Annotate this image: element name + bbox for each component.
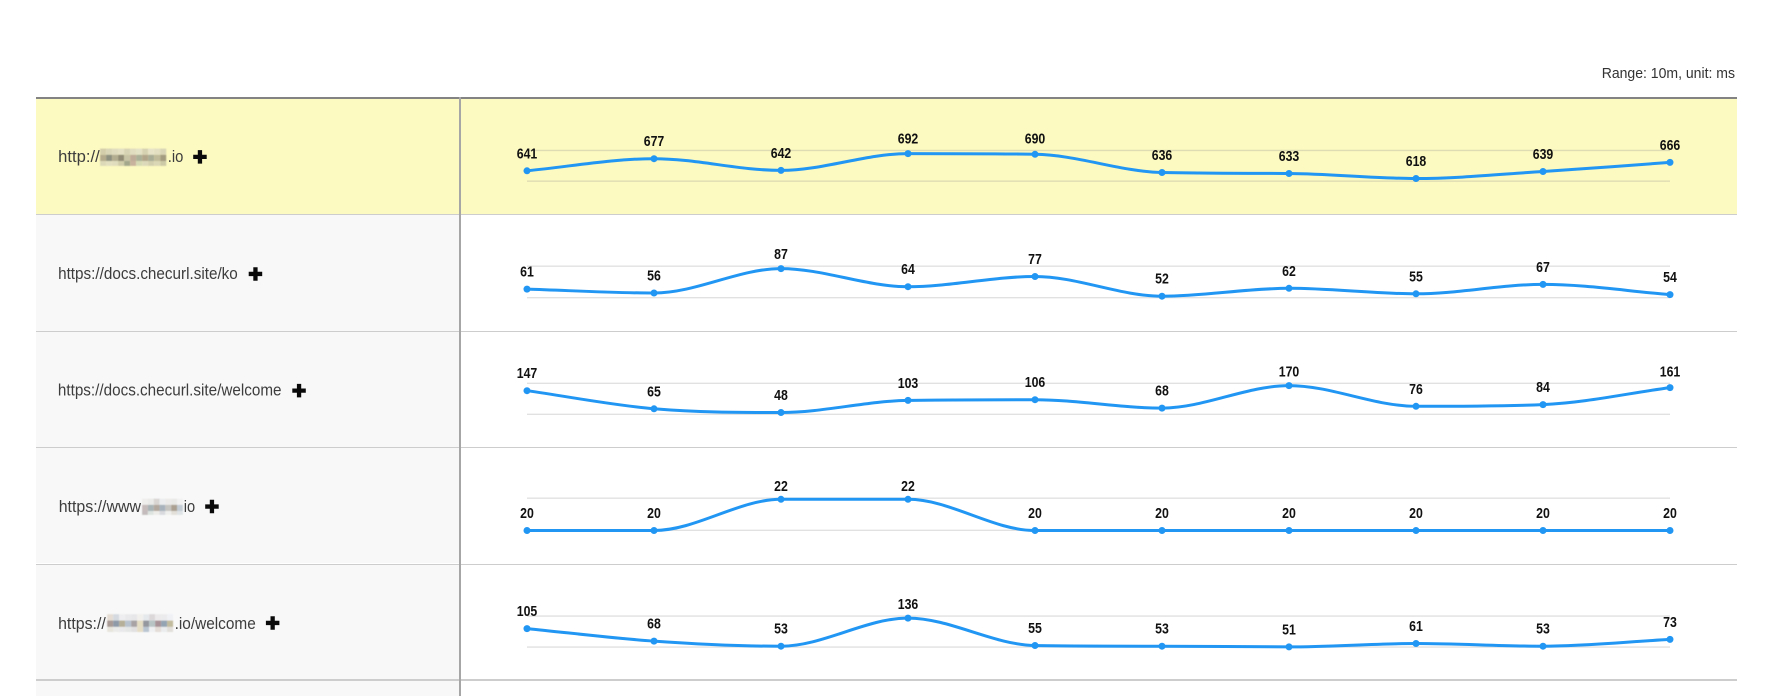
svg-text:.io/welcome: .io/welcome — [175, 615, 256, 633]
svg-text:68: 68 — [647, 617, 661, 633]
svg-text:20: 20 — [520, 506, 534, 522]
svg-text:48: 48 — [774, 388, 788, 404]
svg-text:20: 20 — [647, 506, 661, 522]
svg-text:677: 677 — [644, 134, 665, 150]
svg-text:64: 64 — [901, 262, 915, 278]
svg-text:http://: http:// — [58, 148, 100, 166]
svg-text:20: 20 — [1282, 506, 1296, 522]
svg-text:105: 105 — [517, 604, 538, 620]
svg-text:52: 52 — [1155, 272, 1169, 288]
svg-text:170: 170 — [1279, 364, 1300, 380]
svg-text:68: 68 — [1155, 384, 1169, 400]
svg-text:io: io — [184, 498, 195, 516]
svg-text:.io: .io — [168, 148, 184, 166]
svg-text:692: 692 — [898, 131, 919, 147]
svg-text:636: 636 — [1152, 148, 1173, 164]
svg-text:62: 62 — [1282, 264, 1296, 280]
svg-text:136: 136 — [898, 597, 919, 613]
svg-text:87: 87 — [774, 247, 788, 263]
svg-text:20: 20 — [1028, 506, 1042, 522]
svg-text:20: 20 — [1536, 506, 1550, 522]
svg-text:639: 639 — [1533, 147, 1554, 163]
svg-text:https://www: https://www — [59, 498, 141, 516]
svg-text:161: 161 — [1660, 364, 1681, 380]
svg-text:54: 54 — [1663, 270, 1677, 286]
svg-text:Range: 10m, unit: ms: Range: 10m, unit: ms — [1602, 65, 1735, 82]
svg-text:65: 65 — [647, 384, 661, 400]
svg-text:53: 53 — [774, 622, 788, 638]
svg-text:67: 67 — [1536, 260, 1550, 276]
svg-text:https://docs.checurl.site/welc: https://docs.checurl.site/welcome — [58, 382, 282, 400]
svg-text:61: 61 — [520, 265, 534, 281]
svg-text:55: 55 — [1028, 621, 1042, 637]
svg-text:53: 53 — [1155, 622, 1169, 638]
svg-text:106: 106 — [1025, 375, 1046, 391]
svg-text:618: 618 — [1406, 154, 1427, 170]
svg-text:20: 20 — [1409, 506, 1423, 522]
svg-text:103: 103 — [898, 376, 919, 392]
svg-text:51: 51 — [1282, 622, 1296, 638]
svg-text:https://: https:// — [58, 615, 106, 633]
svg-text:53: 53 — [1536, 622, 1550, 638]
svg-text:641: 641 — [517, 146, 538, 162]
svg-text:73: 73 — [1663, 615, 1677, 631]
svg-text:77: 77 — [1028, 252, 1042, 268]
svg-text:61: 61 — [1409, 619, 1423, 635]
svg-text:76: 76 — [1409, 382, 1423, 398]
svg-text:22: 22 — [901, 479, 915, 495]
svg-text:55: 55 — [1409, 269, 1423, 285]
svg-text:666: 666 — [1660, 138, 1681, 154]
svg-text:https://docs.checurl.site/ko: https://docs.checurl.site/ko — [58, 265, 238, 283]
svg-text:147: 147 — [517, 366, 538, 382]
svg-text:84: 84 — [1536, 380, 1550, 396]
svg-text:642: 642 — [771, 146, 792, 162]
svg-text:633: 633 — [1279, 149, 1300, 165]
svg-text:690: 690 — [1025, 131, 1046, 147]
svg-text:20: 20 — [1155, 506, 1169, 522]
svg-text:22: 22 — [774, 479, 788, 495]
svg-text:20: 20 — [1663, 506, 1677, 522]
svg-text:56: 56 — [647, 269, 661, 285]
